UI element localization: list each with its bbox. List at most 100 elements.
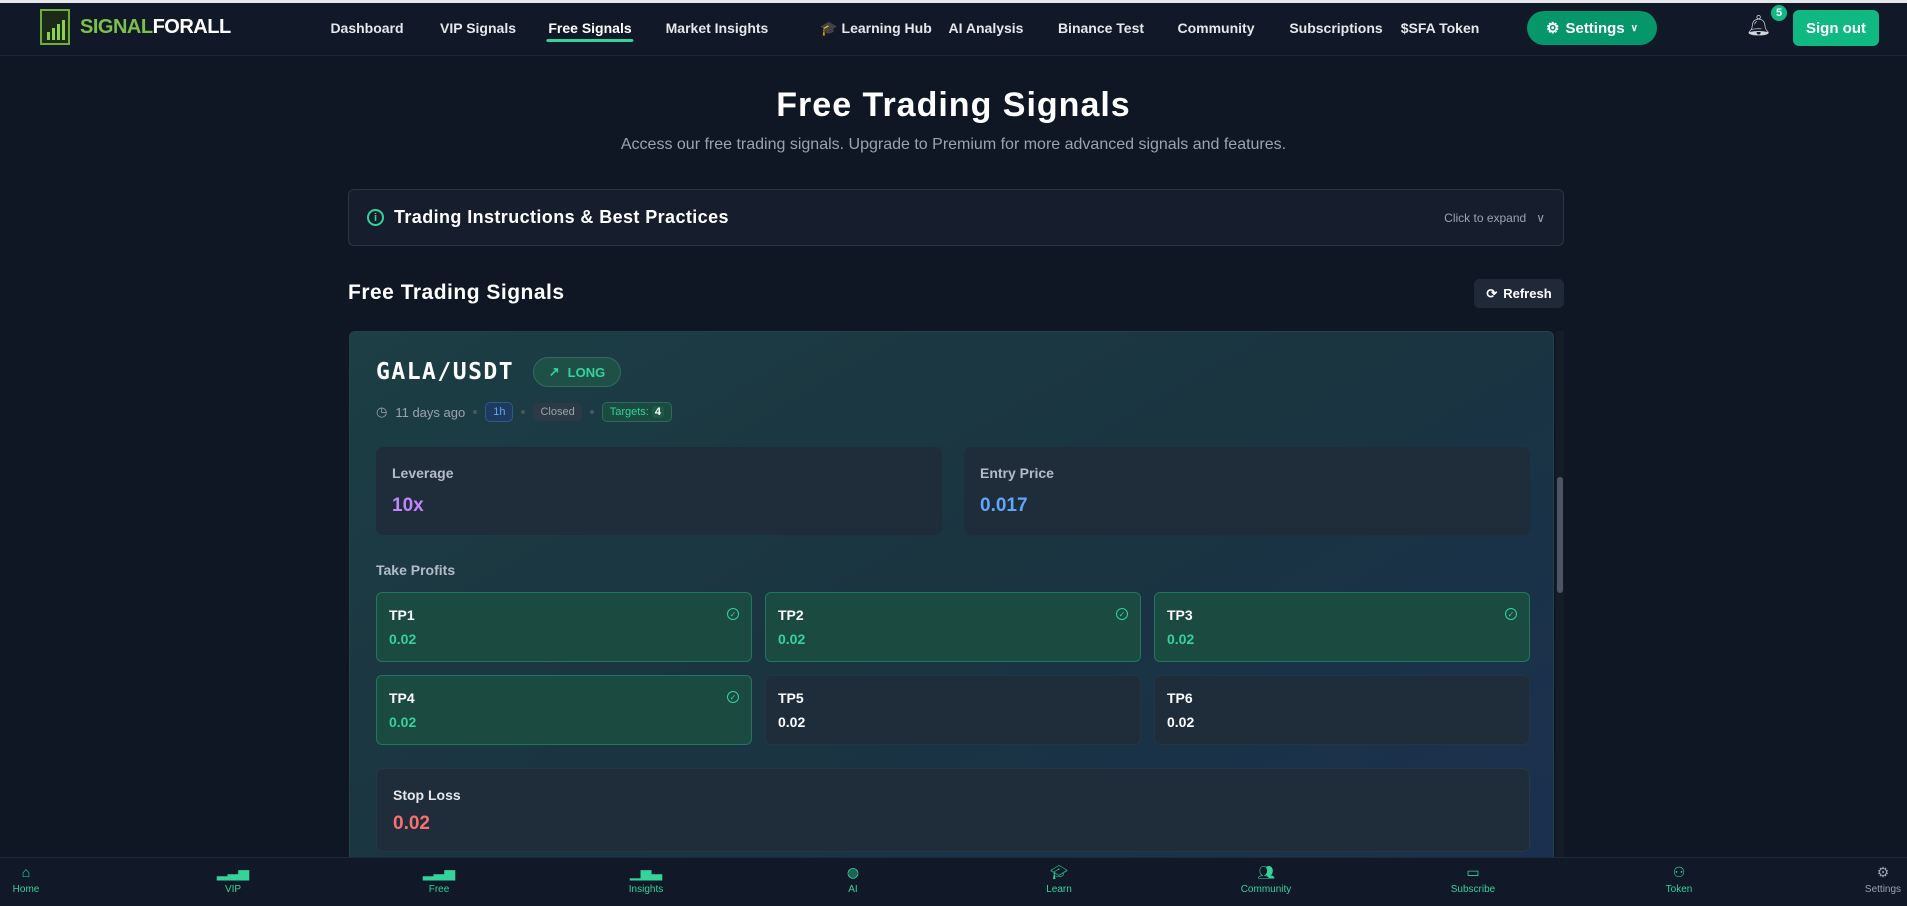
scrollbar-thumb[interactable]: [1557, 477, 1563, 593]
subscribe-icon: ▭: [1466, 864, 1480, 880]
take-profits-label: Take Profits: [376, 562, 456, 578]
take-profit-5: TP5 0.02: [765, 675, 1141, 745]
bottom-nav-label: VIP: [224, 884, 242, 895]
tp-value: 0.02: [1167, 714, 1195, 730]
tp-name: TP2: [778, 607, 804, 623]
sign-out-button[interactable]: Sign out: [1793, 10, 1879, 46]
leverage-value: 10x: [392, 495, 424, 516]
arrow-up-right-icon: ↗: [548, 364, 560, 379]
bottom-nav-token[interactable]: ⚇ Token: [1639, 864, 1719, 895]
home-icon: ⌂: [21, 864, 31, 880]
refresh-icon: ⟳: [1486, 285, 1498, 301]
expand-hint: Click to expand: [1444, 210, 1527, 225]
targets-badge: Targets: 4: [601, 402, 672, 422]
nav-free-signals[interactable]: Free Signals: [546, 3, 634, 53]
nav-ai-analysis[interactable]: AI Analysis: [948, 20, 1024, 36]
chevron-down-icon: ∨: [1536, 210, 1545, 225]
free-icon: ▂▃▅: [422, 864, 456, 880]
nav-market-insights[interactable]: Market Insights: [665, 20, 769, 36]
scrollbar[interactable]: [1556, 331, 1564, 861]
notification-badge: 5: [1771, 5, 1787, 21]
vip-icon: ▂▃▅: [216, 864, 250, 880]
leverage-box: Leverage 10x: [376, 447, 942, 535]
page-title: Free Trading Signals: [776, 86, 1131, 124]
tp-name: TP3: [1167, 607, 1193, 623]
stop-loss-label: Stop Loss: [393, 787, 461, 803]
bell-icon[interactable]: 🔔︎: [1746, 15, 1772, 37]
bottom-nav-vip[interactable]: ▂▃▅ VIP: [193, 864, 273, 895]
tp-value: 0.02: [1167, 631, 1195, 647]
bottom-nav-label: Learn: [1046, 884, 1072, 895]
take-profit-6: TP6 0.02: [1154, 675, 1530, 745]
chevron-down-icon: ∨: [1630, 22, 1638, 34]
nav-subscriptions[interactable]: Subscriptions: [1289, 20, 1383, 36]
nav-binance-test[interactable]: Binance Test: [1057, 20, 1145, 36]
settings-label: Settings: [1565, 19, 1625, 37]
tp-value: 0.02: [778, 714, 806, 730]
refresh-button[interactable]: ⟳ Refresh: [1474, 279, 1564, 308]
tp-value: 0.02: [389, 714, 417, 730]
nav-dashboard[interactable]: Dashboard: [330, 20, 404, 36]
targets-count: 4: [651, 406, 664, 418]
tp-value: 0.02: [778, 631, 806, 647]
settings-button[interactable]: ⚙ Settings ∨: [1527, 11, 1657, 45]
leverage-label: Leverage: [392, 465, 454, 481]
check-circle-icon: ✓: [727, 691, 739, 703]
take-profit-3: TP3 0.02 ✓: [1154, 592, 1530, 662]
logo[interactable]: SIGNALFORALL: [40, 9, 231, 45]
bottom-nav-free[interactable]: ▂▃▅ Free: [399, 864, 479, 895]
gear-icon: ⚙: [1546, 20, 1560, 37]
logo-icon: [40, 9, 70, 45]
bottom-nav-home[interactable]: ⌂ Home: [0, 864, 66, 895]
check-circle-icon: ✓: [727, 608, 739, 620]
bottom-navbar: ⌂ Home ▂▃▅ VIP ▂▃▅ Free ▁▅▃ Insights ◍ AI 🎓︎ Learn 👥…: [0, 857, 1907, 906]
check-circle-icon: ✓: [1505, 608, 1517, 620]
bottom-nav-learn[interactable]: 🎓︎ Learn: [1019, 864, 1099, 895]
refresh-label: Refresh: [1503, 286, 1552, 301]
brand-part1: SIGNAL: [80, 15, 153, 38]
nav-sfa-token[interactable]: $SFA Token: [1400, 20, 1480, 36]
tp-value: 0.02: [389, 631, 417, 647]
entry-price-box: Entry Price 0.017: [964, 447, 1530, 535]
clock-icon: ◷: [376, 404, 388, 419]
take-profit-2: TP2 0.02 ✓: [765, 592, 1141, 662]
status-badge: Closed: [533, 403, 582, 421]
targets-label: Targets:: [609, 406, 649, 418]
bottom-nav-label: Settings: [1864, 884, 1902, 895]
tp-name: TP6: [1167, 690, 1193, 706]
instructions-accordion[interactable]: i Trading Instructions & Best Practices …: [348, 189, 1564, 246]
brand-part2: FORALL: [152, 15, 232, 38]
bottom-nav-settings[interactable]: ⚙ Settings: [1843, 864, 1907, 895]
timeframe-badge: 1h: [485, 402, 514, 422]
signal-card: GALA/USDT ↗ LONG ◷ 11 days ago 1h Closed T…: [349, 331, 1554, 861]
bottom-nav-community[interactable]: 👥︎ Community: [1226, 864, 1306, 895]
nav-learning-hub[interactable]: 🎓 Learning Hub: [820, 19, 932, 36]
info-icon: i: [367, 209, 384, 226]
bottom-nav-label: Home: [12, 884, 40, 895]
nav-community[interactable]: Community: [1177, 20, 1255, 36]
bottom-nav-ai[interactable]: ◍ AI: [813, 864, 893, 895]
direction-label: LONG: [567, 364, 606, 380]
insights-icon: ▁▅▃: [629, 864, 663, 880]
tp-name: TP1: [389, 607, 415, 623]
token-icon: ⚇: [1672, 864, 1686, 880]
bottom-nav-subscribe[interactable]: ▭ Subscribe: [1433, 864, 1513, 895]
bottom-nav-label: AI: [848, 884, 858, 895]
signal-pair: GALA/USDT: [376, 359, 515, 385]
tp-name: TP5: [778, 690, 804, 706]
community-icon: 👥︎: [1257, 864, 1275, 880]
top-navbar: SIGNALFORALL Dashboard VIP Signals Free …: [0, 0, 1907, 56]
bottom-nav-label: Free: [428, 884, 450, 895]
bottom-nav-insights[interactable]: ▁▅▃ Insights: [606, 864, 686, 895]
bottom-nav-label: Community: [1240, 884, 1292, 895]
instructions-title: Trading Instructions & Best Practices: [394, 207, 729, 227]
bottom-nav-label: Token: [1665, 884, 1693, 895]
nav-vip-signals[interactable]: VIP Signals: [440, 20, 516, 36]
ai-icon: ◍: [846, 864, 860, 880]
tp-name: TP4: [389, 690, 415, 706]
take-profit-4: TP4 0.02 ✓: [376, 675, 752, 745]
direction-badge: ↗ LONG: [533, 357, 621, 387]
check-circle-icon: ✓: [1116, 608, 1128, 620]
section-title: Free Trading Signals: [348, 281, 565, 304]
settings-icon: ⚙: [1876, 864, 1890, 880]
